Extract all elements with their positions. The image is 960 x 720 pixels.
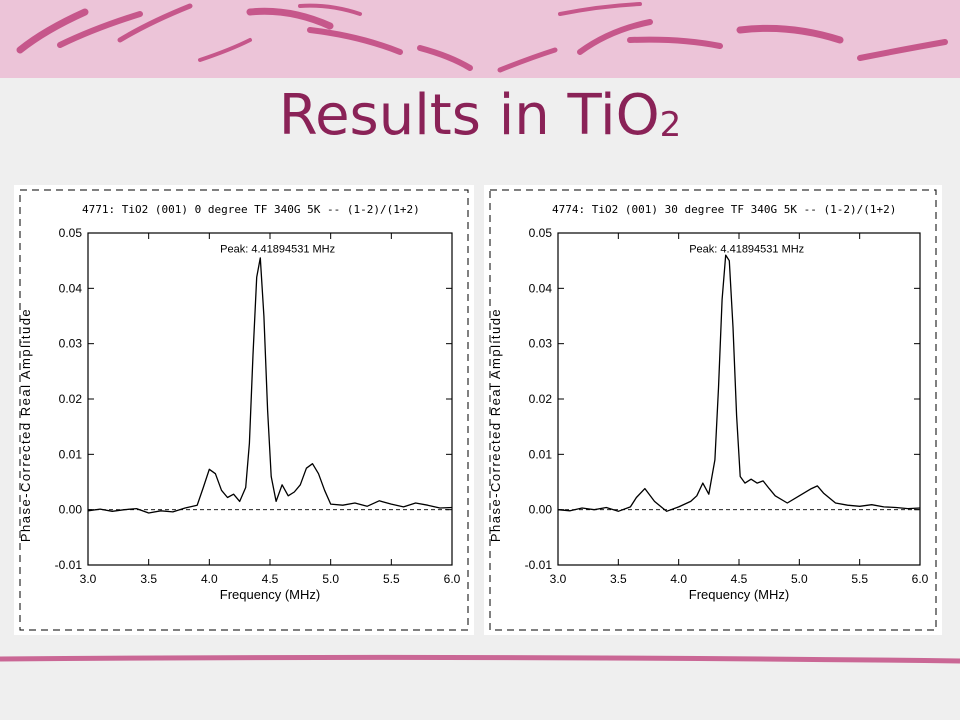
chart0-y-axis-title: Phase-Corrected Real Amplitude <box>18 308 33 542</box>
chart1-y-tick-label: 0.00 <box>529 503 553 517</box>
chart0-x-tick-label: 5.0 <box>322 572 339 586</box>
chart0-x-tick-label: 3.0 <box>80 572 97 586</box>
chart1-y-axis-title: Phase-Corrected Real Amplitude <box>488 308 503 542</box>
chart1-y-tick-label: 0.04 <box>529 281 553 295</box>
slide-title: Results in TiO2 <box>0 76 960 165</box>
chart1-y-tick-label: 0.01 <box>529 447 553 461</box>
chart1-x-tick-label: 4.5 <box>731 572 748 586</box>
chart1-dashed-frame <box>489 189 937 631</box>
chart0-dashed-frame <box>19 189 469 631</box>
chart1-x-tick-label: 3.0 <box>550 572 567 586</box>
chart0-header: 4771: TiO2 (001) 0 degree TF 340G 5K -- … <box>82 203 420 216</box>
chart0-x-tick-label: 4.5 <box>262 572 279 586</box>
chart0-y-tick-label: 0.04 <box>59 281 83 295</box>
bottom-decorative-band <box>0 650 960 664</box>
chart1-header: 4774: TiO2 (001) 30 degree TF 340G 5K --… <box>552 203 896 216</box>
brush-strokes-decoration <box>16 2 948 73</box>
chart1-x-tick-label: 4.0 <box>670 572 687 586</box>
bottom-brush-stroke <box>0 654 960 664</box>
chart0-plot-area <box>87 232 453 566</box>
chart0-y-tick-label: 0.01 <box>59 447 83 461</box>
chart1-plot-area <box>557 232 921 566</box>
chart0-y-tick-label: 0.00 <box>59 503 83 517</box>
chart0-x-tick-label: 6.0 <box>444 572 461 586</box>
decorative-banner <box>0 0 960 78</box>
chart0-y-tick-label: -0.01 <box>55 558 83 572</box>
chart1-y-tick-label: -0.01 <box>525 558 553 572</box>
chart0-y-tick-label: 0.02 <box>59 392 83 406</box>
chart1-series-line <box>557 254 921 512</box>
chart1-y-tick-label: 0.03 <box>529 337 553 351</box>
chart1-x-axis-title: Frequency (MHz) <box>689 587 789 602</box>
chart-panel-left: 4771: TiO2 (001) 0 degree TF 340G 5K -- … <box>14 185 474 635</box>
chart1-y-tick-label: 0.05 <box>529 226 553 240</box>
chart1-x-tick-label: 3.5 <box>610 572 627 586</box>
chart0-x-tick-label: 3.5 <box>140 572 157 586</box>
chart0-y-tick-label: 0.05 <box>59 226 83 240</box>
slide-title-subscript: 2 <box>659 105 682 145</box>
chart1-x-tick-label: 6.0 <box>912 572 929 586</box>
chart0-series-line <box>87 257 453 514</box>
chart1-x-tick-label: 5.5 <box>851 572 868 586</box>
chart1-x-tick-label: 5.0 <box>791 572 808 586</box>
chart0-x-axis-title: Frequency (MHz) <box>220 587 320 602</box>
chart-left: 4771: TiO2 (001) 0 degree TF 340G 5K -- … <box>18 189 469 631</box>
chart0-y-tick-label: 0.03 <box>59 337 83 351</box>
chart-panel-right: 4774: TiO2 (001) 30 degree TF 340G 5K --… <box>484 185 942 635</box>
chart0-x-tick-label: 5.5 <box>383 572 400 586</box>
chart0-x-tick-label: 4.0 <box>201 572 218 586</box>
slide-title-text: Results in TiO <box>278 83 660 148</box>
chart-right: 4774: TiO2 (001) 30 degree TF 340G 5K --… <box>488 189 937 631</box>
chart1-y-tick-label: 0.02 <box>529 392 553 406</box>
chart0-peak-label: Peak: 4.41894531 MHz <box>220 243 335 255</box>
chart1-peak-label: Peak: 4.41894531 MHz <box>689 243 804 255</box>
